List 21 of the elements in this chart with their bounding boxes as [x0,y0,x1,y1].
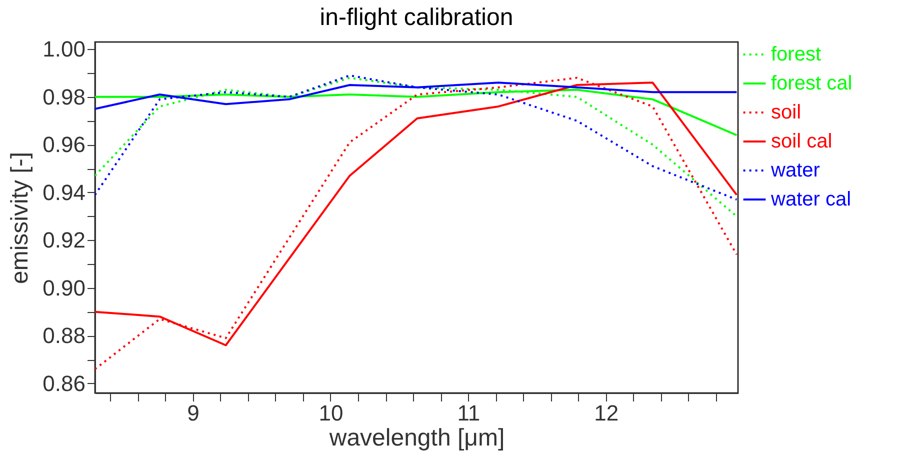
legend-label: forest cal [771,72,852,94]
y-tick-label: 0.94 [42,180,86,205]
y-tick-label: 0.88 [42,323,86,348]
y-axis-title: emissivity [-] [6,152,34,284]
x-tick-label: 11 [457,400,480,426]
y-tick-label: 0.96 [42,132,86,158]
legend-label: water cal [770,188,852,210]
chart-title: in-flight calibration [320,4,514,32]
x-tick-label: 12 [594,400,619,426]
y-tick-label: 0.90 [42,275,86,300]
legend-label: water [770,160,820,182]
y-tick-label: 1.00 [42,36,86,62]
y-tick-label: 0.86 [42,370,86,396]
y-tick-label: 0.92 [42,228,86,253]
y-tick-label: 0.98 [42,84,86,110]
x-tick-label: 9 [187,400,200,426]
legend-label: soil [771,102,802,124]
x-tick-label: 10 [318,400,344,426]
x-axis-title: wavelength [μm] [328,424,505,452]
legend-label: soil cal [771,130,832,152]
legend-label: forest [771,44,822,66]
